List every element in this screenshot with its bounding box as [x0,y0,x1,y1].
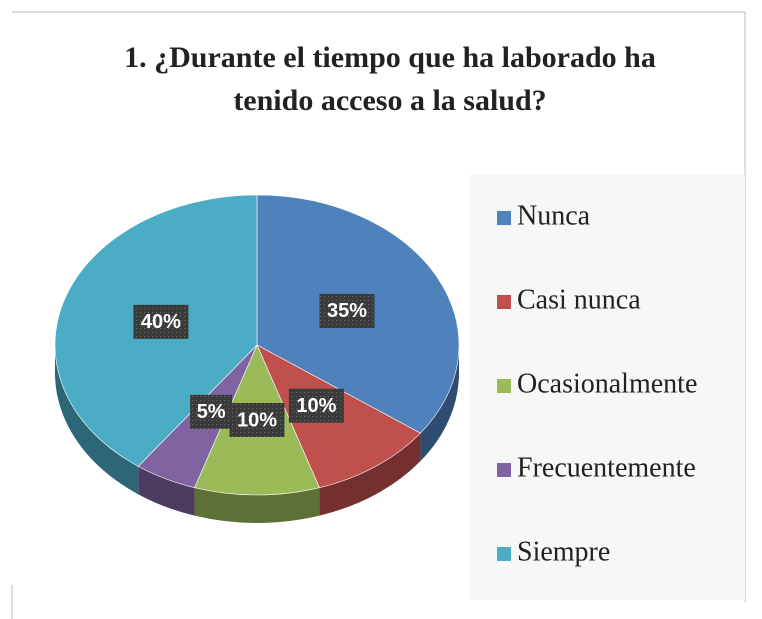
slice-side [138,466,195,516]
data-label: 5% [197,401,226,423]
data-label: 10% [296,395,336,417]
legend-label: Siempre [517,536,610,567]
legend-label: Nunca [517,200,591,231]
slice-side [319,433,421,516]
slice-side [420,345,459,462]
legend-swatch [497,295,511,309]
legend-swatch [497,211,511,225]
data-label: 10% [237,409,277,431]
legend-swatch [497,379,511,393]
legend-swatch [497,463,511,477]
slice-side [55,345,139,495]
data-label: 40% [141,311,181,333]
legend-swatch [497,547,511,561]
data-label: 35% [327,300,367,322]
legend-box [470,175,745,600]
data-label-box [229,403,285,437]
slice-side [194,487,320,523]
data-label-box [319,293,375,328]
data-label-box [288,388,344,423]
legend-label: Casi nunca [517,284,641,315]
legend-label: Frecuentemente [517,452,696,483]
chart-title: 1. ¿Durante el tiempo que ha laborado ha… [124,41,656,117]
data-label-box [190,394,233,429]
data-label-box [133,304,189,339]
legend-label: Ocasionalmente [517,368,697,399]
